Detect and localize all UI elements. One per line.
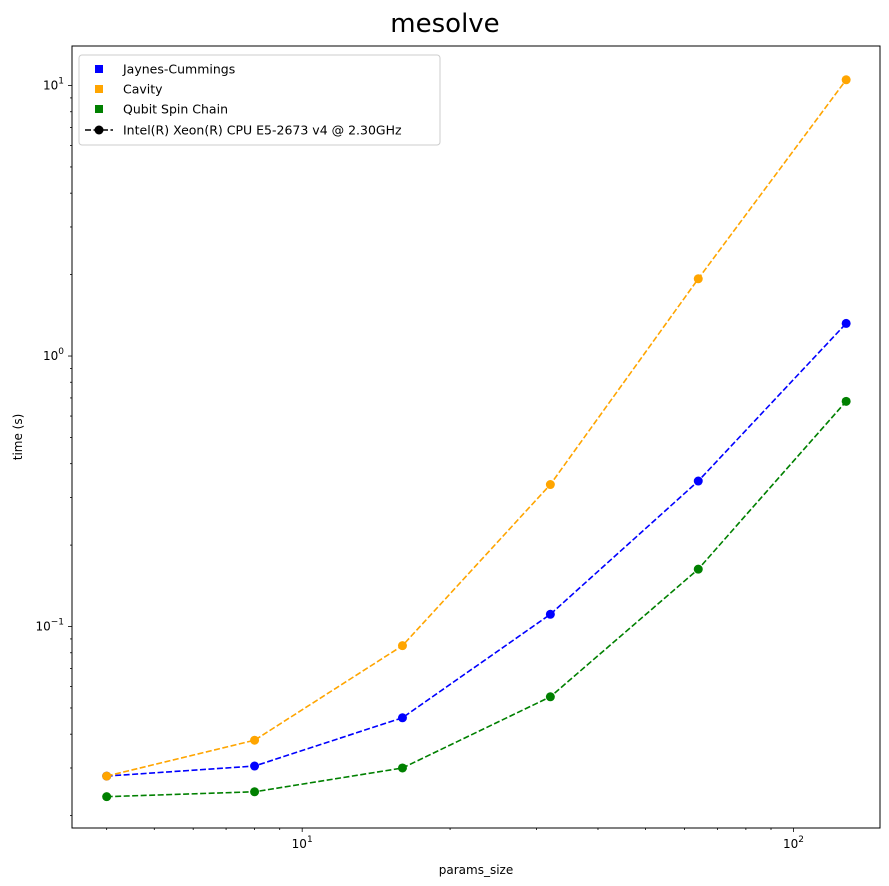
legend-marker [95, 85, 103, 93]
legend-style-marker [94, 125, 104, 135]
plot-area [71, 45, 881, 829]
legend-marker [95, 105, 103, 113]
series-line-0 [106, 322, 847, 777]
series-line-2 [106, 400, 847, 798]
data-point [693, 274, 703, 284]
legend-label: Cavity [123, 82, 163, 97]
data-point [250, 735, 260, 745]
legend-style-label: Intel(R) Xeon(R) CPU E5-2673 v4 @ 2.30GH… [123, 123, 402, 138]
data-point [250, 761, 260, 771]
y-axis-label: time (s) [11, 414, 25, 461]
legend-label: Jaynes-Cummings [122, 62, 235, 77]
data-point [397, 713, 407, 723]
data-point [841, 75, 851, 85]
data-point [397, 763, 407, 773]
major-ticks: 101 102 10−1 100 101 [35, 77, 804, 851]
x-tick-label: 101 [292, 835, 313, 851]
y-tick-label: 100 [43, 347, 64, 363]
data-point [102, 771, 112, 781]
data-point [693, 476, 703, 486]
legend: Jaynes-Cummings Cavity Qubit Spin Chain Int… [78, 54, 441, 146]
data-point [250, 787, 260, 797]
x-axis-label: params_size [439, 863, 513, 877]
data-point [841, 396, 851, 406]
minor-ticks [70, 97, 772, 830]
data-point [397, 641, 407, 651]
chart-title: mesolve [390, 9, 499, 39]
data-point [545, 609, 555, 619]
y-tick-label: 10−1 [35, 618, 64, 634]
legend-label: Qubit Spin Chain [123, 102, 228, 117]
series-line-1 [106, 79, 847, 777]
legend-marker [95, 65, 103, 73]
series-layer [102, 75, 851, 802]
data-point [693, 564, 703, 574]
data-point [545, 480, 555, 490]
y-tick-label: 101 [43, 77, 64, 93]
legend-box [78, 54, 441, 146]
data-point [545, 692, 555, 702]
data-point [841, 318, 851, 328]
data-point [102, 792, 112, 802]
x-tick-label: 102 [783, 835, 804, 851]
